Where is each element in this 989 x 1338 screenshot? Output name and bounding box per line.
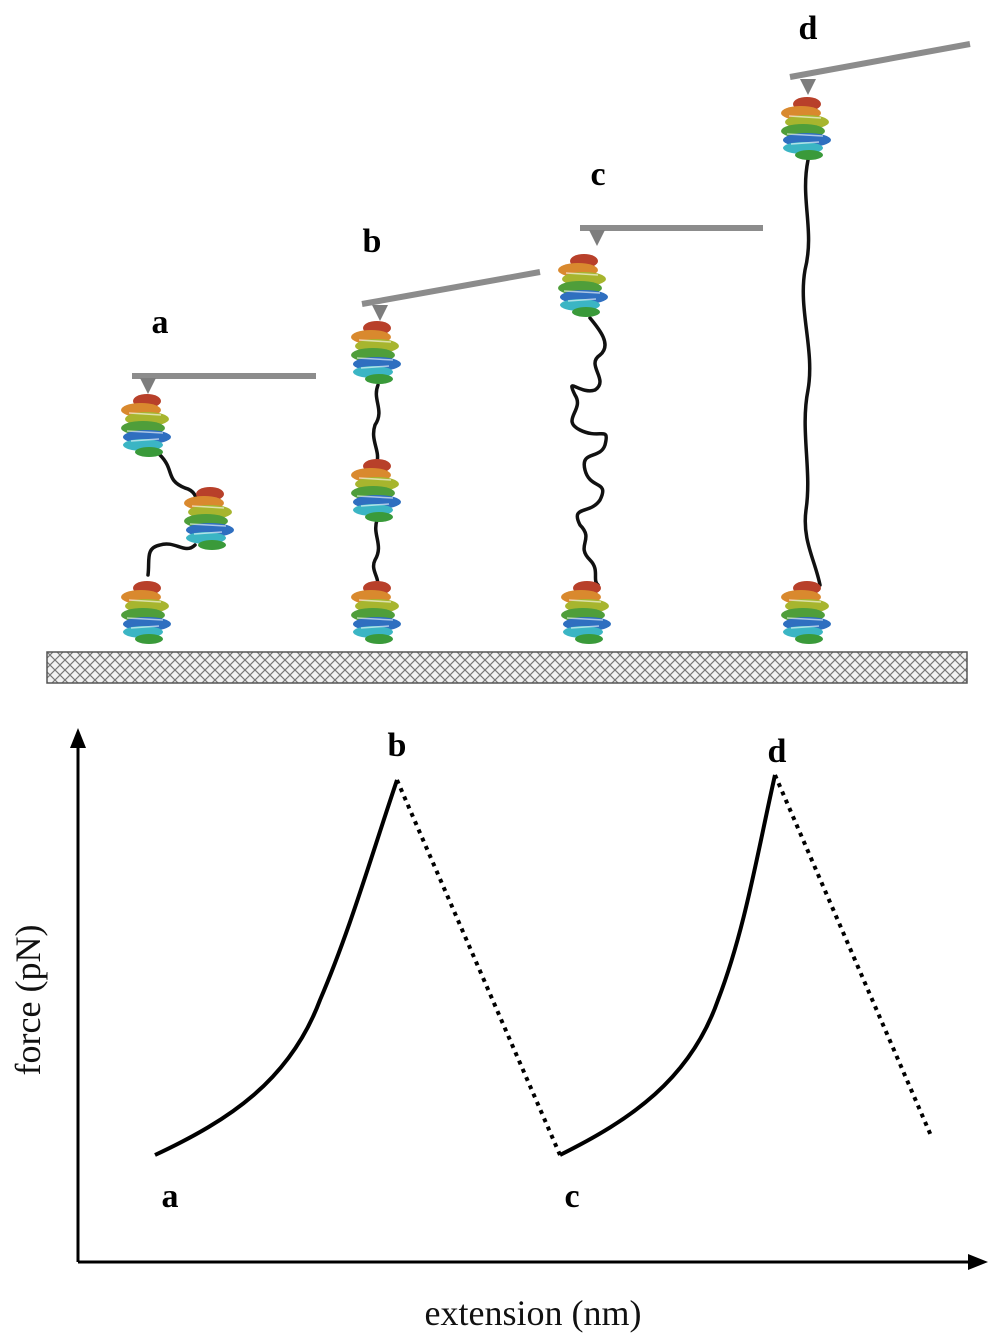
stage-a: a bbox=[120, 304, 316, 645]
force-plot: a b c d force (pN) extension (nm) bbox=[8, 727, 988, 1333]
force-curve bbox=[559, 774, 777, 1157]
protein-domain bbox=[120, 580, 172, 645]
protein-domain bbox=[350, 458, 402, 523]
stage-label: a bbox=[152, 304, 169, 341]
protein-domain bbox=[780, 580, 832, 645]
cantilever bbox=[789, 41, 971, 80]
tip bbox=[589, 230, 605, 246]
x-axis-arrow bbox=[968, 1254, 988, 1270]
force-curve bbox=[154, 779, 399, 1157]
chain bbox=[371, 383, 381, 587]
protein-domain bbox=[780, 96, 832, 161]
y-axis-label: force (pN) bbox=[8, 925, 48, 1076]
rupture-line bbox=[395, 779, 562, 1156]
point-label: a bbox=[162, 1178, 179, 1215]
point-label: b bbox=[388, 727, 407, 764]
stage-c: c bbox=[557, 156, 763, 645]
stage-label: c bbox=[590, 156, 605, 193]
rupture-line bbox=[773, 774, 934, 1139]
point-label: d bbox=[768, 733, 787, 770]
protein-domain bbox=[350, 580, 402, 645]
protein-domain bbox=[560, 580, 612, 645]
protein-domain bbox=[350, 320, 402, 385]
tip bbox=[372, 305, 388, 321]
protein-domain bbox=[183, 486, 235, 551]
point-label: c bbox=[564, 1178, 579, 1215]
stage-label: b bbox=[363, 223, 382, 260]
substrate bbox=[46, 651, 968, 684]
chain bbox=[801, 158, 822, 587]
stage-b: b bbox=[350, 223, 541, 645]
y-axis-arrow bbox=[70, 728, 86, 748]
tip bbox=[140, 378, 156, 394]
x-axis-label: extension (nm) bbox=[425, 1293, 642, 1333]
protein-domain bbox=[120, 393, 172, 458]
protein-domain bbox=[557, 253, 609, 318]
stage-label: d bbox=[799, 10, 818, 47]
chain bbox=[570, 316, 608, 587]
cantilever bbox=[361, 269, 541, 307]
stage-d: d bbox=[780, 10, 971, 645]
tip bbox=[800, 79, 816, 95]
